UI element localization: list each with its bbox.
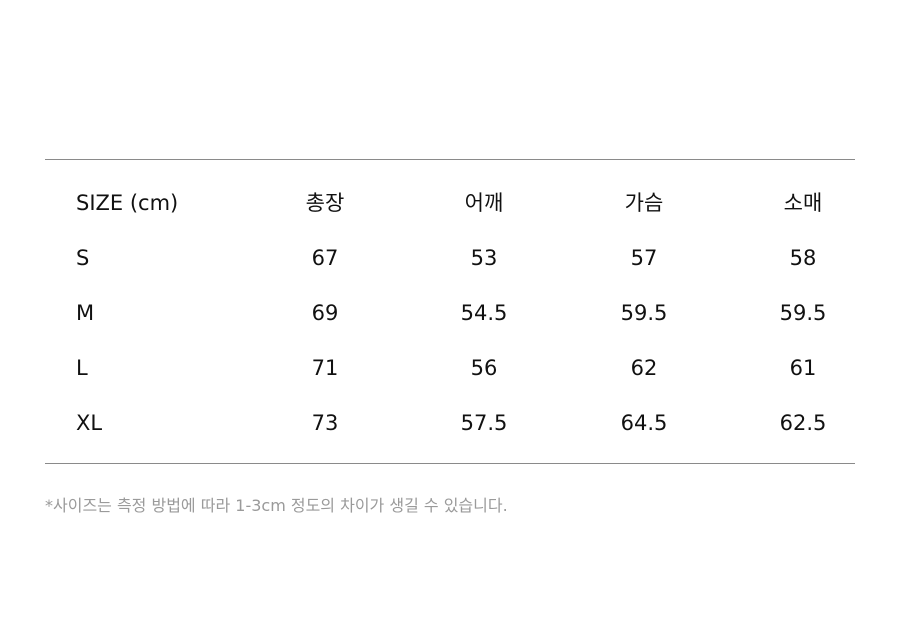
size-label: M bbox=[76, 301, 95, 325]
sleeve-value: 59.5 bbox=[779, 301, 827, 325]
table-row: M 69 54.5 59.5 59.5 bbox=[0, 298, 900, 328]
length-value: 73 bbox=[311, 411, 339, 435]
header-shoulder: 어깨 bbox=[464, 191, 504, 215]
header-size: SIZE (cm) bbox=[76, 191, 179, 215]
size-note: *사이즈는 측정 방법에 따라 1-3cm 정도의 차이가 생길 수 있습니다. bbox=[45, 496, 508, 515]
sleeve-value: 58 bbox=[789, 246, 817, 270]
length-value: 71 bbox=[311, 356, 339, 380]
table-header-row: SIZE (cm) 총장 어깨 가슴 소매 bbox=[0, 188, 900, 218]
shoulder-value: 53 bbox=[470, 246, 498, 270]
sleeve-value: 62.5 bbox=[779, 411, 827, 435]
table-top-rule bbox=[45, 159, 855, 160]
table-bottom-rule bbox=[45, 463, 855, 464]
shoulder-value: 57.5 bbox=[460, 411, 508, 435]
size-label: L bbox=[76, 356, 88, 380]
table-row: XL 73 57.5 64.5 62.5 bbox=[0, 408, 900, 438]
chest-value: 64.5 bbox=[620, 411, 668, 435]
header-length: 총장 bbox=[305, 191, 345, 215]
length-value: 69 bbox=[311, 301, 339, 325]
sleeve-value: 61 bbox=[789, 356, 817, 380]
chest-value: 59.5 bbox=[620, 301, 668, 325]
chest-value: 62 bbox=[630, 356, 658, 380]
table-row: S 67 53 57 58 bbox=[0, 243, 900, 273]
length-value: 67 bbox=[311, 246, 339, 270]
table-row: L 71 56 62 61 bbox=[0, 353, 900, 383]
shoulder-value: 54.5 bbox=[460, 301, 508, 325]
size-label: S bbox=[76, 246, 90, 270]
header-chest: 가슴 bbox=[624, 191, 664, 215]
header-sleeve: 소매 bbox=[783, 191, 823, 215]
size-label: XL bbox=[76, 411, 103, 435]
shoulder-value: 56 bbox=[470, 356, 498, 380]
chest-value: 57 bbox=[630, 246, 658, 270]
